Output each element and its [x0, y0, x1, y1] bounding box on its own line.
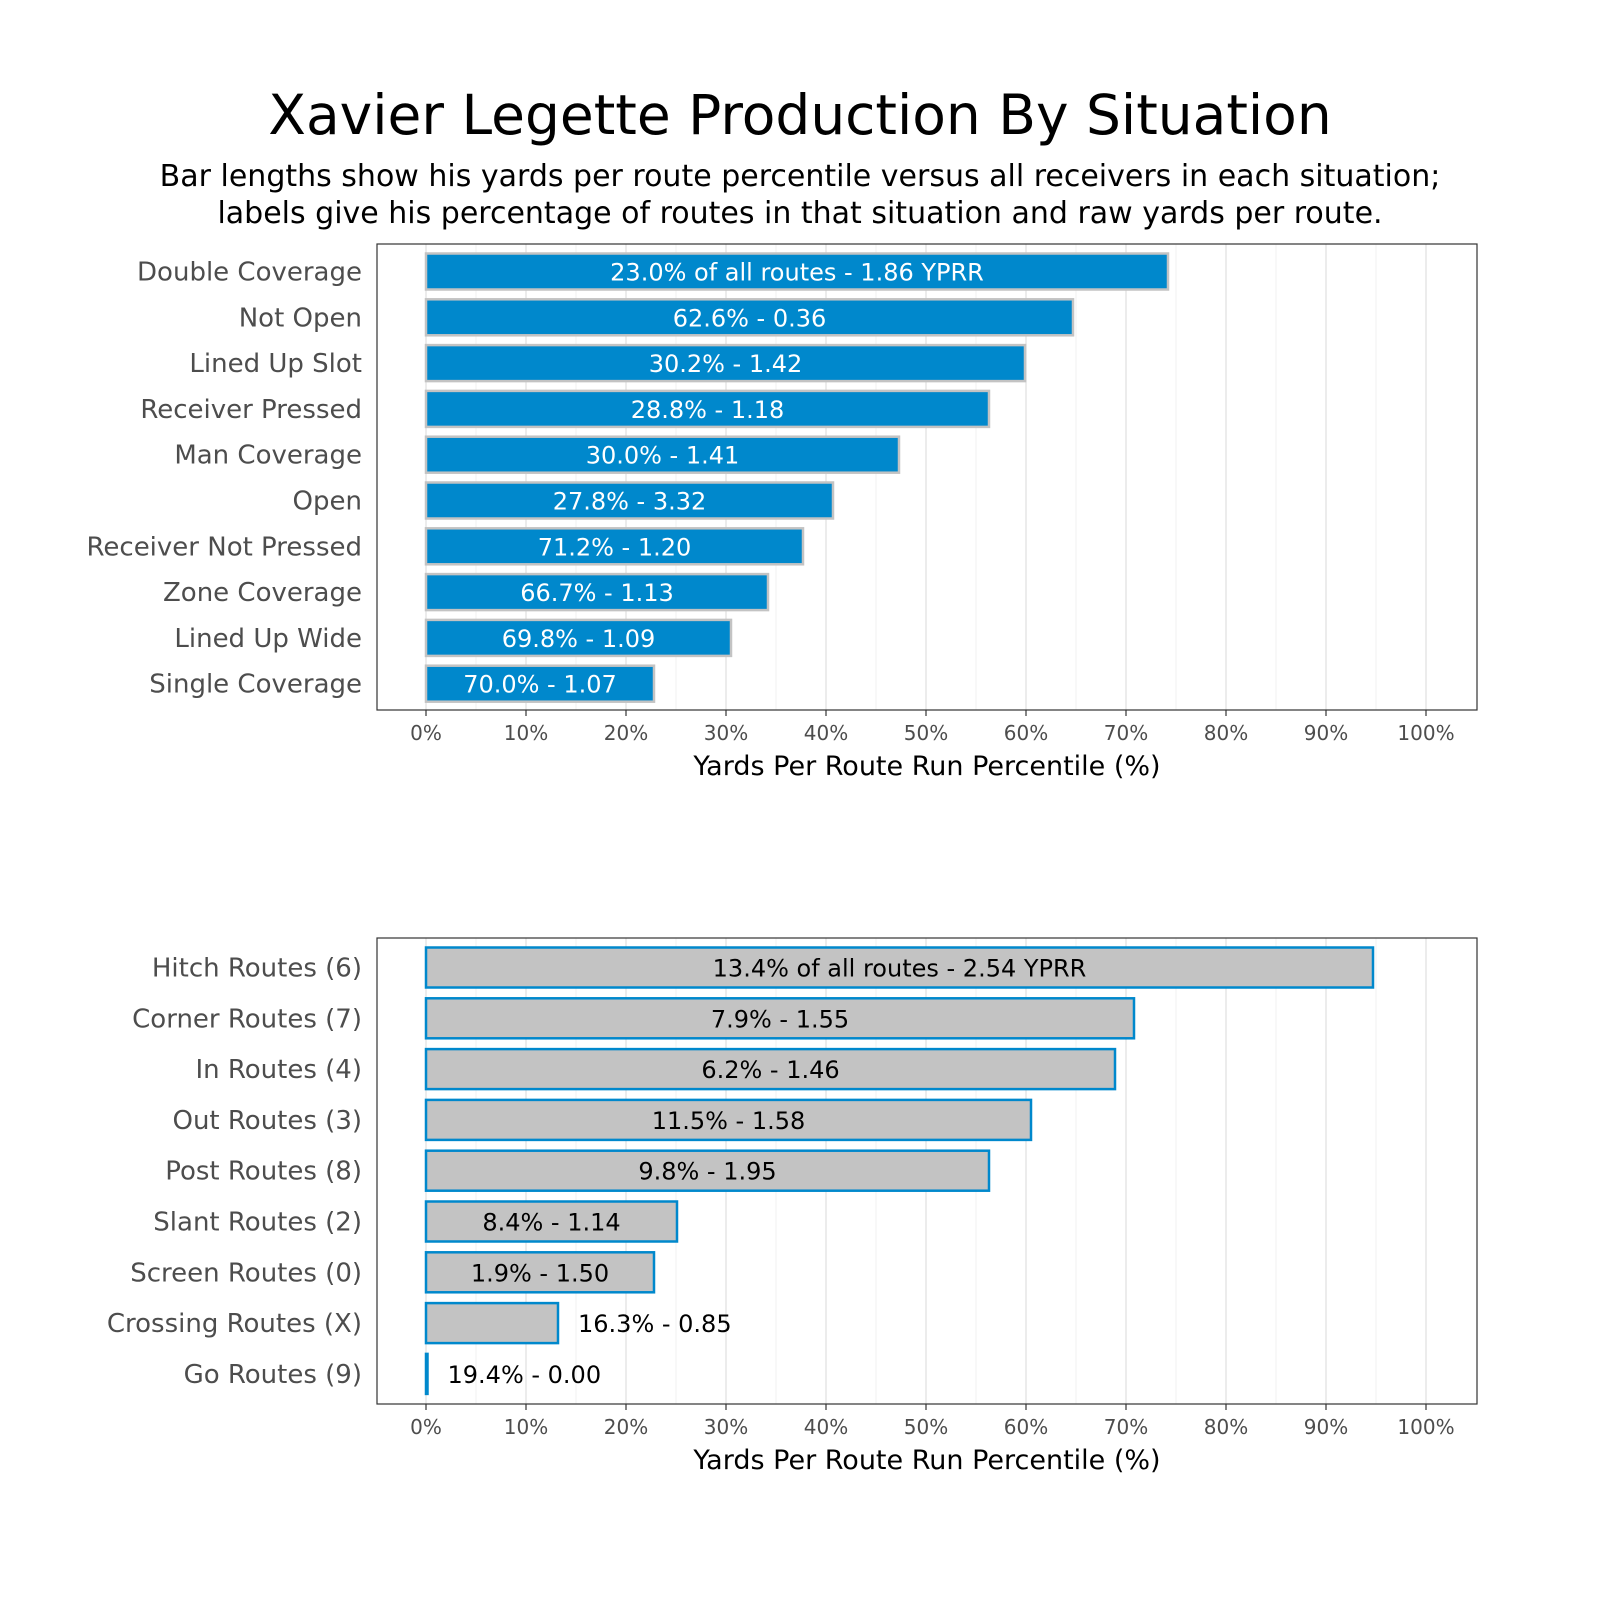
bar-corner-routes-7	[424, 997, 1136, 1040]
category-label: Receiver Pressed	[140, 395, 362, 425]
bar-receiver-not-pressed	[424, 527, 805, 566]
bar-label: 30.0% - 1.41	[586, 442, 740, 470]
category-label: Lined Up Slot	[189, 349, 362, 379]
bar-not-open	[424, 298, 1075, 337]
bar-hitch-routes-6	[424, 946, 1375, 989]
bar-label: 66.7% - 1.13	[520, 579, 674, 607]
x-tick-label: 100%	[1397, 721, 1454, 745]
bar-label: 30.2% - 1.42	[649, 350, 803, 378]
bar-label: 8.4% - 1.14	[482, 1209, 620, 1237]
x-tick-label: 20%	[604, 721, 648, 745]
bar-label: 28.8% - 1.18	[631, 396, 785, 424]
subtitle-line-2: labels give his percentage of routes in …	[217, 196, 1383, 231]
x-tick-label: 70%	[1104, 1415, 1148, 1439]
x-tick-label: 60%	[1004, 1415, 1048, 1439]
category-label: Out Routes (3)	[172, 1106, 362, 1136]
bar-label: 70.0% - 1.07	[463, 671, 617, 699]
x-tick-label: 70%	[1104, 721, 1148, 745]
bar-man-coverage	[424, 435, 901, 474]
x-tick-label: 20%	[604, 1415, 648, 1439]
x-tick-label: 0%	[410, 1415, 442, 1439]
bar-label: 62.6% - 0.36	[673, 304, 827, 332]
category-label: In Routes (4)	[195, 1055, 362, 1085]
bar-lined-up-slot	[424, 343, 1027, 383]
chart-title: Xavier Legette Production By Situation	[268, 83, 1332, 147]
category-label: Corner Routes (7)	[132, 1004, 362, 1034]
panel-border	[376, 937, 1478, 1405]
x-tick-label: 0%	[410, 721, 442, 745]
x-tick-label: 60%	[1004, 721, 1048, 745]
category-label: Slant Routes (2)	[153, 1208, 362, 1238]
bar-double-coverage	[424, 252, 1170, 291]
bar-receiver-pressed	[424, 389, 991, 429]
route-type-bar-chart: Hitch Routes (6) 13.4% of all routes - 2.…	[107, 937, 1478, 1476]
bar-post-routes-8	[424, 1149, 991, 1192]
category-label: Zone Coverage	[163, 578, 362, 608]
category-label: Lined Up Wide	[174, 624, 362, 654]
situation-bar-chart: Double Coverage 23.0% of all routes - 1.8…	[87, 243, 1478, 782]
category-label: Go Routes (9)	[184, 1360, 362, 1390]
bar-label: 11.5% - 1.58	[652, 1107, 806, 1135]
bar-label: 6.2% - 1.46	[701, 1056, 839, 1084]
bar-label: 69.8% - 1.09	[502, 625, 656, 653]
x-axis-title: Yards Per Route Run Percentile (%)	[692, 1445, 1160, 1476]
category-label: Man Coverage	[174, 441, 362, 471]
x-tick-label: 50%	[904, 721, 948, 745]
category-label: Post Routes (8)	[165, 1157, 362, 1187]
category-label: Not Open	[239, 303, 362, 333]
bar-screen-routes-0	[424, 1251, 656, 1294]
category-label: Screen Routes (0)	[130, 1258, 362, 1288]
bar-crossing-routes-x	[424, 1301, 560, 1345]
subtitle-line-1: Bar lengths show his yards per route per…	[159, 159, 1441, 194]
x-tick-label: 90%	[1304, 1415, 1348, 1439]
x-axis-title: Yards Per Route Run Percentile (%)	[692, 751, 1160, 782]
bar-go-routes-9	[424, 1352, 429, 1396]
category-label: Single Coverage	[149, 670, 362, 700]
x-tick-label: 10%	[504, 1415, 548, 1439]
bar-label: 13.4% of all routes - 2.54 YPRR	[713, 955, 1087, 983]
bar-lined-up-wide	[424, 618, 733, 658]
x-tick-label: 90%	[1304, 721, 1348, 745]
bar-out-routes-3	[424, 1098, 1033, 1142]
panel-border	[376, 243, 1478, 711]
bar-label: 1.9% - 1.50	[471, 1259, 609, 1287]
category-label: Receiver Not Pressed	[87, 532, 363, 562]
category-label: Hitch Routes (6)	[152, 954, 362, 984]
bar-slant-routes-2	[424, 1200, 679, 1243]
x-tick-label: 10%	[504, 721, 548, 745]
x-tick-label: 40%	[804, 721, 848, 745]
bar-zone-coverage	[424, 572, 770, 612]
bar-label: 27.8% - 3.32	[553, 488, 707, 516]
bar-label: 23.0% of all routes - 1.86 YPRR	[610, 259, 984, 287]
category-label: Crossing Routes (X)	[107, 1309, 362, 1339]
x-tick-label: 40%	[804, 1415, 848, 1439]
x-tick-label: 100%	[1397, 1415, 1454, 1439]
x-tick-label: 80%	[1204, 1415, 1248, 1439]
bar-label: 19.4% - 0.00	[448, 1361, 602, 1389]
bar-label: 16.3% - 0.85	[578, 1310, 732, 1338]
x-tick-label: 30%	[704, 721, 748, 745]
bar-label: 71.2% - 1.20	[538, 533, 692, 561]
x-tick-label: 80%	[1204, 721, 1248, 745]
category-label: Open	[293, 487, 362, 517]
bar-open	[424, 481, 835, 520]
x-tick-label: 30%	[704, 1415, 748, 1439]
chart-subtitle: Bar lengths show his yards per route per…	[100, 158, 1500, 232]
bar-in-routes-4	[424, 1047, 1117, 1091]
category-label: Double Coverage	[137, 258, 362, 288]
bar-single-coverage	[424, 664, 656, 703]
x-tick-label: 50%	[904, 1415, 948, 1439]
bar-label: 9.8% - 1.95	[638, 1158, 776, 1186]
bar-label: 7.9% - 1.55	[711, 1005, 849, 1033]
